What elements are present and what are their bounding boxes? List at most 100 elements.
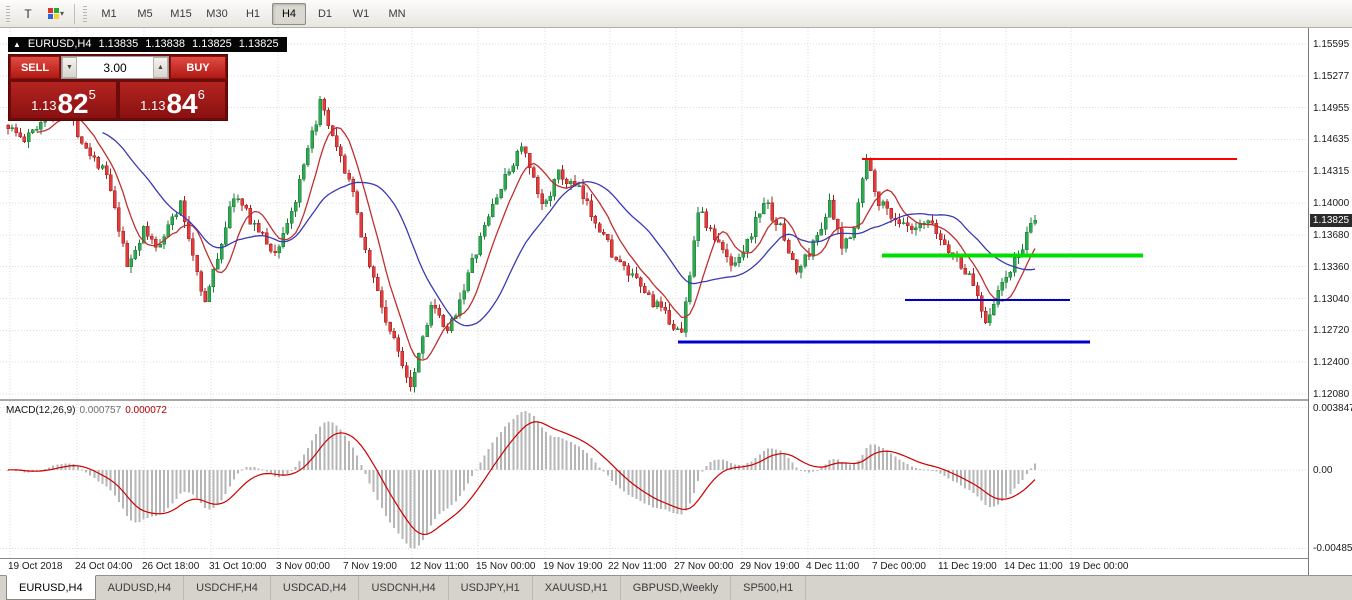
price-axis[interactable]: 1.15595 1.15277 1.14955 1.14635 1.14315 1.140… [1308,28,1352,575]
macd-name: MACD(12,26,9) [6,405,76,416]
price-axis-label: 1.12400 [1313,357,1350,369]
chart-tab-audusd-h4[interactable]: AUDUSD,H4 [96,576,185,600]
sell-price-big: 82 [57,88,89,120]
price-axis-label: 1.12720 [1313,325,1350,337]
chart-symbol-label: EURUSD,H4 [27,38,92,50]
time-axis-label: 14 Dec 11:00 [1004,561,1063,572]
timeframe-h4-button[interactable]: H4 [272,2,306,25]
trade-panel-toggle-icon[interactable]: ▲ [13,39,21,49]
timeframe-m5-button[interactable]: M5 [137,7,153,20]
price-axis-label: 1.14635 [1313,134,1350,146]
chart-styles-dropdown-button[interactable]: ▾ [42,2,70,26]
top-toolbar: T ▾ M1 M5 M15 M30 H1 H4 D1 W1 MN [0,0,1352,28]
time-axis-label: 24 Oct 04:00 [75,561,133,572]
buy-price-prefix: 1.13 [140,98,166,113]
macd-chart[interactable] [0,401,1308,558]
moving-average-slow [102,132,1036,327]
trend-lines [678,158,1237,344]
chart-tab-gbpusd-weekly[interactable]: GBPUSD,Weekly [621,576,732,600]
price-axis-label: 1.14955 [1313,102,1350,114]
buy-price-big: 84 [166,88,198,120]
dropdown-caret-icon: ▾ [59,9,64,18]
main-chart[interactable] [0,28,1308,399]
toolbar-drag-handle[interactable] [6,5,10,22]
time-axis-label: 19 Nov 19:00 [543,561,603,572]
macd-signal-value: 0.000072 [125,405,167,416]
time-axis-label: 19 Dec 00:00 [1069,561,1129,572]
price-axis-label: 1.14000 [1313,198,1350,210]
volume-control: ▼ 3.00 ▲ [61,56,169,79]
time-axis-label: 11 Dec 19:00 [938,561,997,572]
volume-decrease-button[interactable]: ▼ [62,57,77,78]
time-axis-separator [0,558,1352,559]
price-axis-label: 1.13680 [1313,229,1350,241]
chart-region: 19 Oct 2018 24 Oct 04:00 26 Oct 18:00 31 Oc… [0,28,1352,575]
chart-tab-usdchf-h4[interactable]: USDCHF,H4 [184,576,271,600]
current-price-badge: 1.13825 [1310,214,1352,228]
palette-icon [47,8,59,19]
time-axis-label: 7 Dec 00:00 [872,561,926,572]
timeframe-d1-button[interactable]: D1 [317,7,333,20]
chart-tab-usdcnh-h4[interactable]: USDCNH,H4 [359,576,449,600]
time-axis-label: 27 Nov 00:00 [674,561,734,572]
chart-tab-bar: EURUSD,H4 AUDUSD,H4 USDCHF,H4 USDCAD,H4 USDC… [0,575,1352,600]
timeframe-m1-button[interactable]: M1 [101,7,117,20]
price-axis-label: 1.15277 [1313,70,1350,82]
text-tool-button[interactable]: T [14,2,42,26]
sell-price-prefix: 1.13 [31,98,57,113]
buy-price-display[interactable]: 1.13 84 6 [119,81,226,119]
volume-increase-button[interactable]: ▲ [153,57,168,78]
ohlc-high: 1.13838 [145,38,186,50]
volume-input[interactable]: 3.00 [103,60,127,75]
moving-average-fast [36,115,1036,361]
sell-button[interactable]: SELL [10,56,60,79]
macd-axis-label: -0.004856 [1313,543,1352,555]
candlestick-series [6,96,1037,393]
time-axis-label: 19 Oct 2018 [8,561,63,572]
chart-ohlc-header: ▲ EURUSD,H4 1.13835 1.13838 1.13825 1.13… [8,37,287,52]
macd-indicator-label: MACD(12,26,9) 0.000757 0.000072 [6,405,167,416]
timeframe-w1-button[interactable]: W1 [352,7,370,20]
chart-tab-eurusd-h4[interactable]: EURUSD,H4 [6,575,96,600]
sell-price-display[interactable]: 1.13 82 5 [10,81,117,119]
macd-histogram [7,411,1036,549]
time-axis[interactable]: 19 Oct 2018 24 Oct 04:00 26 Oct 18:00 31 Oc… [0,559,1308,575]
macd-axis-label: 0.003847 [1313,402,1352,414]
price-axis-label: 1.12080 [1313,389,1350,400]
chart-tab-xauusd-h1[interactable]: XAUUSD,H1 [533,576,621,600]
timeframe-toolbar: M1 M5 M15 M30 H1 H4 D1 W1 MN [91,2,415,25]
time-axis-label: 26 Oct 18:00 [142,561,200,572]
one-click-trading-panel: SELL ▼ 3.00 ▲ BUY 1.13 82 5 1.13 84 6 [8,54,228,121]
chart-tab-usdjpy-h1[interactable]: USDJPY,H1 [449,576,533,600]
toolbar-separator [74,3,75,24]
time-axis-label: 29 Nov 19:00 [740,561,800,572]
panel-splitter[interactable] [0,399,1352,401]
macd-main-value: 0.000757 [79,405,122,416]
buy-price-sup: 6 [197,87,205,102]
chart-tab-usdcad-h4[interactable]: USDCAD,H4 [271,576,360,600]
time-axis-label: 3 Nov 00:00 [276,561,330,572]
time-axis-label: 15 Nov 00:00 [476,561,536,572]
timeframe-drag-handle[interactable] [83,5,87,22]
time-axis-label: 31 Oct 10:00 [209,561,267,572]
timeframe-mn-button[interactable]: MN [388,7,406,20]
sell-price-sup: 5 [88,87,96,102]
ohlc-close: 1.13825 [238,38,279,50]
text-tool-icon: T [24,6,32,21]
timeframe-m30-button[interactable]: M30 [206,7,228,20]
chart-tab-sp500-h1[interactable]: SP500,H1 [731,576,807,600]
macd-axis-label: 0.00 [1313,464,1333,476]
time-axis-label: 4 Dec 11:00 [806,561,860,572]
price-axis-label: 1.13360 [1313,261,1350,273]
time-axis-label: 22 Nov 11:00 [608,561,667,572]
price-axis-label: 1.15595 [1313,39,1350,50]
macd-signal-line [8,421,1036,536]
ohlc-low: 1.13825 [192,38,232,50]
buy-button[interactable]: BUY [170,56,226,79]
timeframe-m15-button[interactable]: M15 [170,7,192,20]
time-axis-label: 7 Nov 19:00 [343,561,397,572]
timeframe-h1-button[interactable]: H1 [245,7,261,20]
price-axis-label: 1.13040 [1313,293,1350,305]
price-axis-label: 1.14315 [1313,166,1350,178]
time-axis-label: 12 Nov 11:00 [410,561,469,572]
